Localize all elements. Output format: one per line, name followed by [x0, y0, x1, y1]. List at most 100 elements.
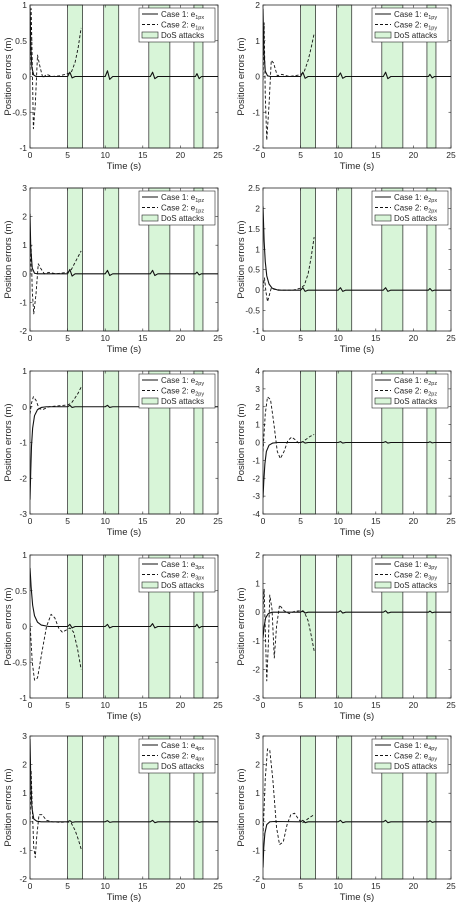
- legend-subscript: 2pz: [428, 392, 437, 398]
- x-tick-label: 10: [333, 333, 343, 343]
- case1-line: [30, 567, 218, 629]
- x-tick-label: 15: [138, 333, 148, 343]
- case1-line: [263, 819, 451, 868]
- subplot-10: 0 5 10 15 20 25 -2 -1 0 1 2 3 Time (s) Position error…: [236, 731, 456, 903]
- x-tick-label: 10: [100, 516, 110, 526]
- y-axis-label: Position errors (m): [3, 587, 14, 665]
- legend-label: Case 1: e4py: [394, 741, 437, 752]
- legend-label: DoS attacks: [394, 762, 437, 771]
- x-tick-label: 0: [261, 333, 266, 343]
- axes-box: [262, 187, 452, 332]
- x-tick-label: 5: [298, 700, 303, 710]
- y-tick-label: 3: [22, 731, 27, 741]
- case2-line: [30, 244, 82, 315]
- y-tick-label: -3: [252, 693, 260, 703]
- y-tick-label: 0: [255, 438, 260, 448]
- y-axis-label: Position errors (m): [236, 37, 247, 115]
- y-tick-label: -1: [19, 693, 27, 703]
- y-tick-label: 0: [255, 607, 260, 617]
- y-tick-label: -0.5: [12, 657, 27, 667]
- legend-swatch-dos: [141, 397, 159, 405]
- x-axis-label: Time (s): [340, 161, 374, 172]
- x-tick-label: 25: [213, 150, 223, 160]
- legend-label: Case 1: e3px: [161, 560, 204, 571]
- case1-line: [30, 738, 218, 824]
- x-tick-label: 5: [65, 700, 70, 710]
- x-tick-label: 5: [65, 333, 70, 343]
- x-tick-label: 10: [333, 881, 343, 891]
- y-tick-label: 1: [22, 0, 27, 10]
- axes-box: [262, 554, 452, 699]
- legend-label: Case 2: e2px: [394, 204, 437, 215]
- y-tick-label: 0: [22, 402, 27, 412]
- y-tick-label: -1: [252, 107, 260, 117]
- dos-interval-1: [67, 370, 83, 515]
- x-axis-label: Time (s): [340, 892, 374, 903]
- y-tick-label: 1: [22, 240, 27, 250]
- x-tick-label: 10: [100, 333, 110, 343]
- dos-interval-1: [67, 187, 83, 332]
- legend-label: Case 1: e1py: [394, 10, 437, 21]
- subplot-5: 0 5 10 15 20 25 -3 -2 -1 0 1 Time (s) Position error…: [3, 366, 223, 538]
- x-tick-label: 5: [298, 333, 303, 343]
- y-tick-label: 2: [22, 212, 27, 222]
- x-tick-label: 0: [261, 700, 266, 710]
- legend-label: Case 2: e2pz: [394, 387, 437, 398]
- legend-swatch-dos: [374, 214, 392, 222]
- case2-line: [30, 769, 82, 858]
- x-axis-label: Time (s): [340, 711, 374, 722]
- legend-swatch-dos: [374, 397, 392, 405]
- x-tick-label: 25: [446, 881, 456, 891]
- case2-line: [263, 588, 315, 682]
- y-tick-label: -1: [19, 438, 27, 448]
- x-tick-label: 15: [371, 150, 381, 160]
- legend-label: Case 1: e2py: [161, 376, 204, 387]
- legend-label: Case 2: e2py: [161, 387, 204, 398]
- legend-label: DoS attacks: [394, 31, 437, 40]
- x-axis-label: Time (s): [107, 527, 141, 538]
- y-axis-label: Position errors (m): [236, 587, 247, 665]
- legend-subscript: 3py: [428, 565, 437, 571]
- x-tick-label: 0: [261, 150, 266, 160]
- x-tick-label: 25: [213, 333, 223, 343]
- x-tick-label: 20: [409, 516, 419, 526]
- legend-subscript: 2py: [195, 381, 204, 387]
- x-tick-label: 0: [28, 333, 33, 343]
- case2-line: [263, 22, 315, 141]
- x-axis-label: Time (s): [340, 527, 374, 538]
- y-tick-label: -1: [252, 455, 260, 465]
- legend-subscript: 1pz: [195, 198, 204, 204]
- legend-label: Case 1: e1px: [161, 10, 204, 21]
- x-tick-label: 5: [65, 516, 70, 526]
- case2-line: [263, 236, 315, 303]
- x-tick-label: 0: [261, 516, 266, 526]
- legend-label: DoS attacks: [161, 581, 204, 590]
- legend-label: Case 2: e4py: [394, 752, 437, 763]
- legend-subscript: 3px: [195, 565, 204, 571]
- case2-line: [263, 748, 315, 846]
- y-tick-label: -1: [252, 636, 260, 646]
- case1-line: [263, 8, 451, 80]
- x-tick-label: 10: [333, 150, 343, 160]
- legend-label: Case 2: e4px: [161, 752, 204, 763]
- x-tick-label: 25: [446, 516, 456, 526]
- y-tick-label: -1: [19, 845, 27, 855]
- case1-line: [30, 6, 218, 80]
- legend-subscript: 4px: [195, 757, 204, 763]
- x-tick-label: 15: [371, 700, 381, 710]
- y-tick-label: -1: [19, 143, 27, 153]
- y-tick-label: -2: [252, 143, 260, 153]
- y-tick-label: -3: [19, 509, 27, 519]
- legend-label: DoS attacks: [161, 214, 204, 223]
- y-tick-label: 1: [22, 788, 27, 798]
- legend-label: Case 2: e1py: [394, 21, 437, 32]
- y-tick-label: 1: [255, 244, 260, 254]
- y-tick-label: 3: [255, 731, 260, 741]
- legend-subscript: 3py: [428, 576, 437, 582]
- case2-line: [30, 613, 82, 681]
